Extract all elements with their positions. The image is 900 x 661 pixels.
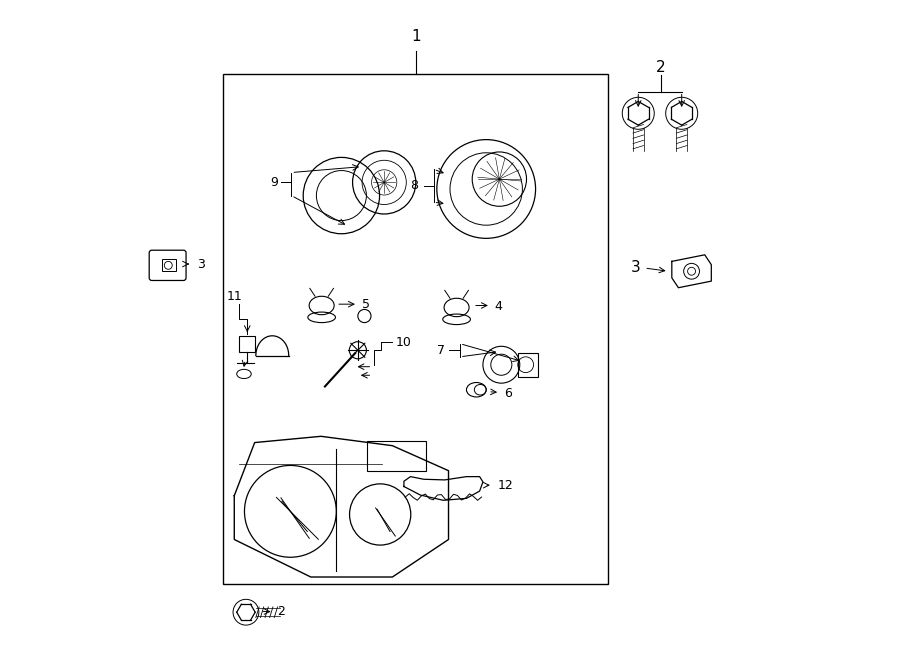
Text: 2: 2 — [656, 59, 665, 75]
Bar — [367, 441, 426, 471]
Text: 6: 6 — [504, 387, 512, 399]
Text: 5: 5 — [363, 297, 371, 311]
Text: 7: 7 — [436, 344, 445, 357]
Text: 4: 4 — [495, 299, 502, 313]
Bar — [239, 336, 256, 352]
Text: 10: 10 — [395, 336, 411, 349]
Bar — [518, 353, 537, 377]
Text: 8: 8 — [410, 179, 419, 192]
Text: 1: 1 — [411, 29, 420, 44]
Bar — [162, 259, 176, 271]
Text: 11: 11 — [226, 290, 242, 303]
Text: 3: 3 — [631, 260, 641, 276]
Text: 12: 12 — [498, 479, 513, 492]
Bar — [223, 74, 608, 584]
Text: 2: 2 — [277, 605, 285, 618]
Text: 9: 9 — [270, 176, 278, 189]
Text: 3: 3 — [196, 258, 204, 270]
